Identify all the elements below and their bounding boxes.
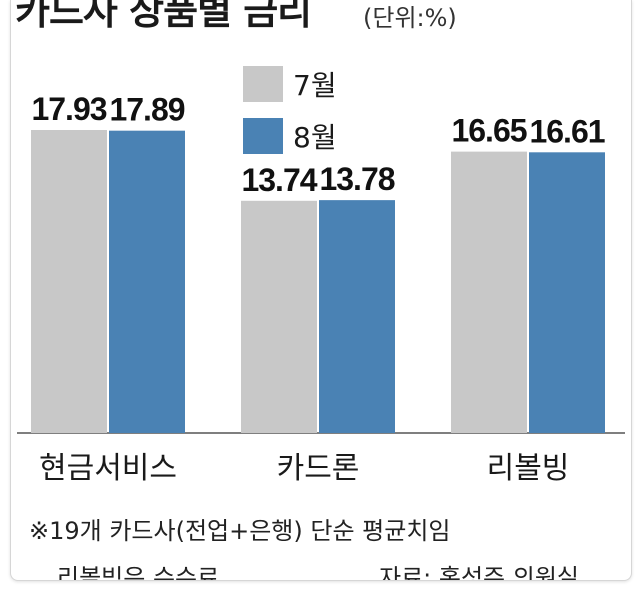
category-label-1: 카드론 <box>277 451 360 486</box>
chart-frame: 카드사 상품별 금리 (단위:%) 17.93 17.89 현금서비스 13.74 13… <box>10 0 632 581</box>
footnote-revolving: 리볼빙은 수수료 <box>57 564 220 581</box>
bar-july-2 <box>451 151 527 433</box>
bar-july-0 <box>31 130 107 433</box>
legend-swatch-july <box>243 66 283 102</box>
value-label-august-1: 13.78 <box>319 161 394 197</box>
chart-title: 카드사 상품별 금리 <box>15 0 312 33</box>
source-label: 자료: 홍성주 의원실 <box>379 564 579 581</box>
value-label-july-0: 17.93 <box>31 91 106 127</box>
bar-august-0 <box>109 130 185 433</box>
category-label-2: 리볼빙 <box>487 451 570 486</box>
legend-label-august: 8월 <box>293 121 337 154</box>
footnote-average: ※19개 카드사(전업+은행) 단순 평균치임 <box>29 517 451 545</box>
category-label-0: 현금서비스 <box>39 451 177 486</box>
bar-july-1 <box>241 200 317 433</box>
value-label-july-1: 13.74 <box>241 162 317 198</box>
bar-august-2 <box>529 152 605 433</box>
bar-chart: 17.93 17.89 현금서비스 13.74 13.78 카드론 16.65 16.61 리볼… <box>17 66 625 486</box>
value-label-august-0: 17.89 <box>109 92 184 128</box>
bar-august-1 <box>319 200 395 433</box>
value-label-july-2: 16.65 <box>451 113 526 149</box>
value-label-august-2: 16.61 <box>529 113 604 149</box>
unit-label: (단위:%) <box>363 4 457 32</box>
legend-label-july: 7월 <box>293 69 337 102</box>
legend-swatch-august <box>243 118 283 154</box>
